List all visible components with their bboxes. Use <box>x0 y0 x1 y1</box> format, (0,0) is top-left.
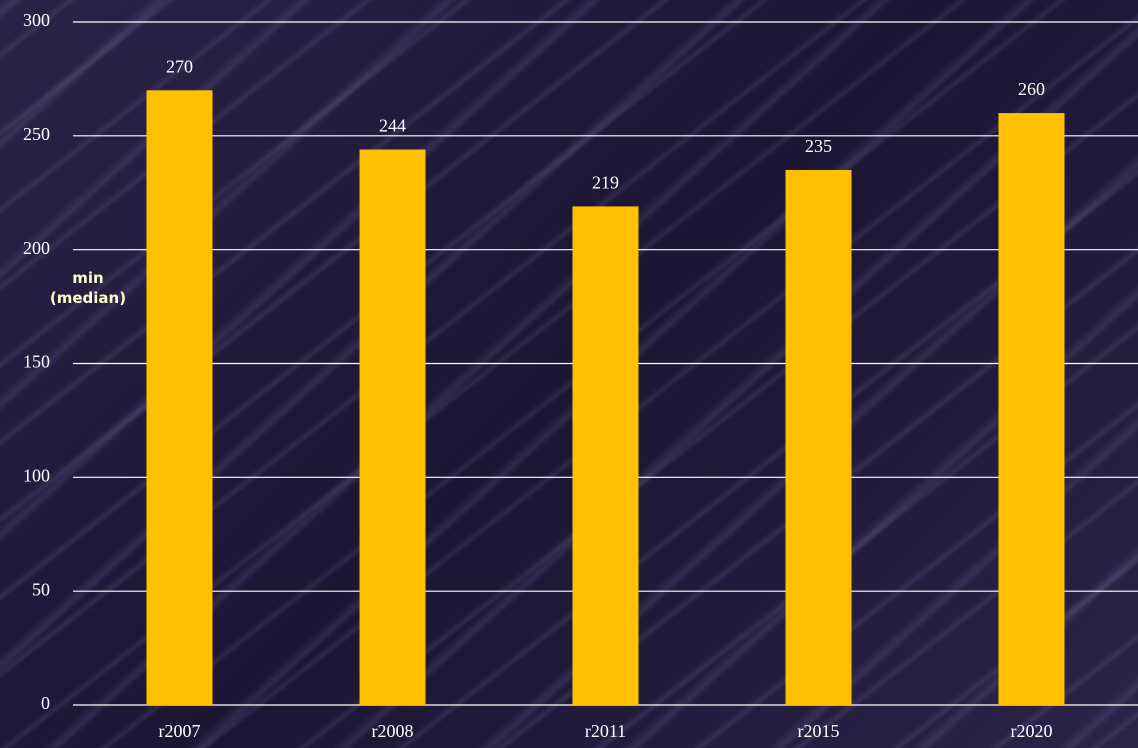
x-tick-label: r2007 <box>159 721 201 741</box>
y-tick-label: 50 <box>32 579 50 599</box>
bar <box>146 90 213 706</box>
x-tick-label: r2008 <box>372 721 414 741</box>
value-label: 219 <box>592 173 619 193</box>
bar <box>572 206 639 705</box>
y-tick-label: 250 <box>23 124 50 144</box>
value-label: 270 <box>166 56 193 76</box>
y-tick-label: 0 <box>41 693 50 713</box>
y-axis-label: min (median) <box>49 269 127 307</box>
x-tick-label: r2015 <box>798 721 840 741</box>
value-label: 244 <box>379 116 406 136</box>
bar <box>785 169 852 705</box>
y-tick-label: 100 <box>23 465 50 485</box>
y-tick-label: 300 <box>23 10 50 30</box>
x-tick-label: r2011 <box>585 721 626 741</box>
y-tick-label: 150 <box>23 352 50 372</box>
value-label: 235 <box>805 136 832 156</box>
y-tick-label: 200 <box>23 238 50 258</box>
x-tick-label: r2020 <box>1011 721 1053 741</box>
bar <box>359 149 426 705</box>
value-label: 260 <box>1018 79 1045 99</box>
bar <box>998 113 1065 706</box>
